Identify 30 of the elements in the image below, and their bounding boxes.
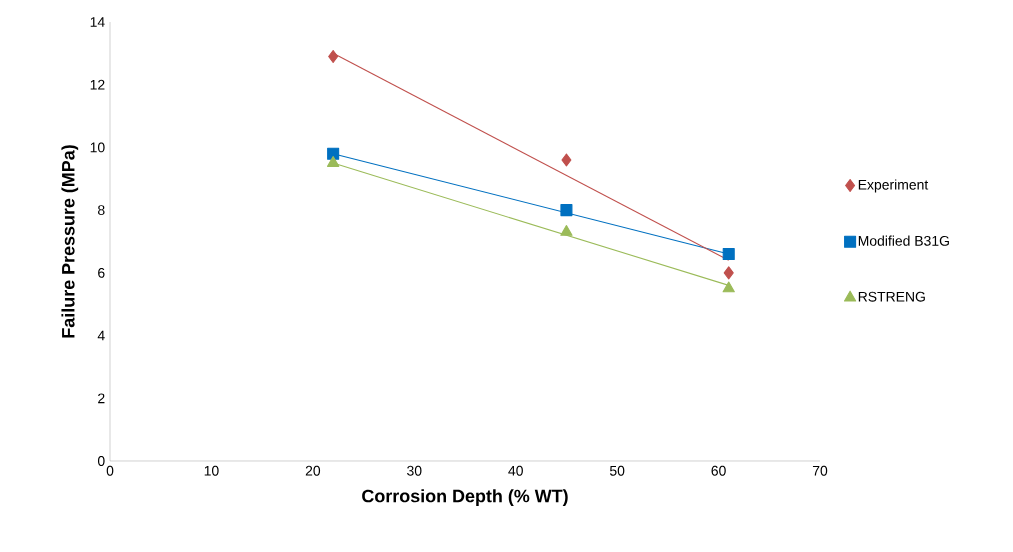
y-tick-label: 12 — [90, 79, 105, 90]
point — [722, 248, 735, 261]
legend-label: RSTRENG — [858, 291, 925, 302]
y-axis-title: Failure Pressure (MPa) — [61, 145, 79, 338]
point — [328, 49, 339, 64]
point — [723, 266, 734, 280]
y-tick-label: 4 — [97, 330, 105, 341]
point — [561, 153, 572, 167]
point — [326, 156, 340, 167]
x-tick-label: 70 — [812, 465, 828, 476]
y-tick-label: 2 — [98, 393, 105, 404]
legend-label: Experiment — [858, 179, 929, 193]
x-axis-title: Corrosion Depth (% WT) — [362, 489, 568, 506]
y-tick-label: 6 — [98, 267, 105, 278]
x-tick-label: 0 — [106, 465, 114, 476]
point — [560, 225, 573, 236]
y-tick-label: 8 — [98, 205, 105, 216]
y-tick-label: 0 — [97, 456, 105, 466]
x-tick-label: 10 — [204, 465, 219, 476]
x-tick-label: 40 — [508, 465, 523, 476]
point — [327, 147, 340, 160]
x-tick-label: 50 — [609, 465, 625, 476]
legend-label: Modified B31G — [858, 235, 949, 246]
y-tick-label: 14 — [90, 17, 105, 27]
x-tick-label: 30 — [407, 465, 422, 476]
x-tick-label: 20 — [305, 465, 321, 476]
y-tick-label: 10 — [90, 142, 105, 153]
point — [560, 204, 573, 217]
point — [722, 281, 735, 293]
x-tick-label: 60 — [711, 465, 726, 476]
